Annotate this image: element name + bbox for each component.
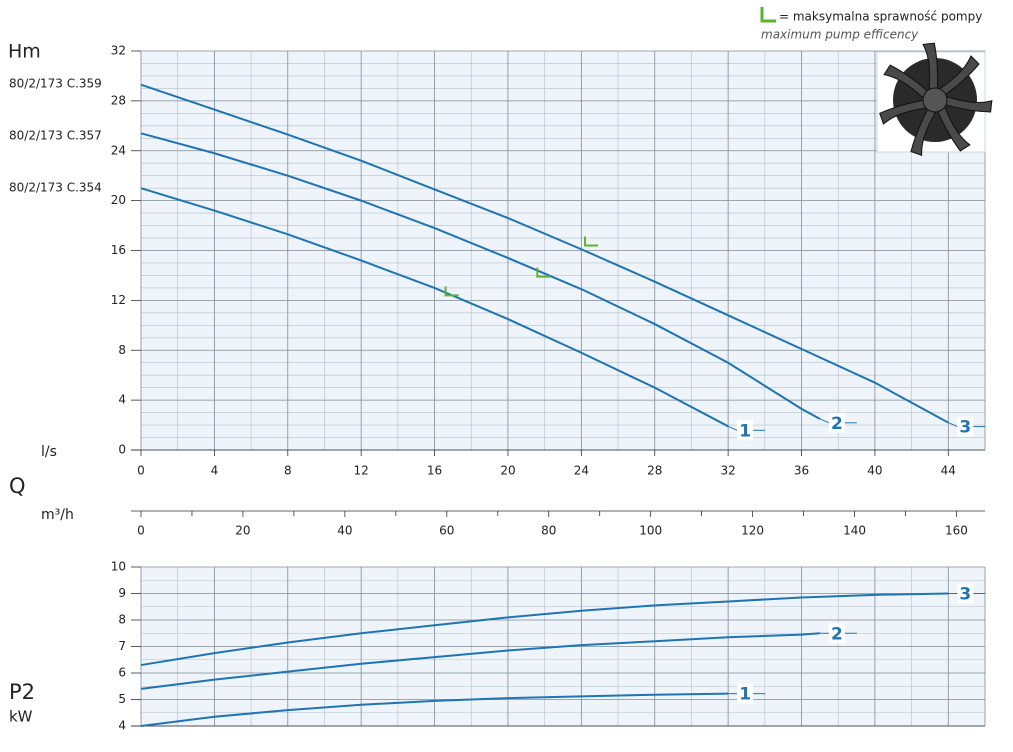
y-tick-label: 4 <box>118 719 126 733</box>
curve-label-bg <box>737 683 754 704</box>
model-label: 80/2/173 C.354 <box>9 181 102 195</box>
y-tick-label: 28 <box>111 93 126 107</box>
curve-label-bg <box>957 416 974 437</box>
max-efficiency-marker <box>536 267 551 278</box>
legend-sublabel: maximum pump efficency <box>761 28 919 42</box>
x-tick-label: 24 <box>574 464 589 478</box>
x-tick-label: 4 <box>211 464 219 478</box>
y-tick-label: 12 <box>111 293 126 307</box>
curve-label: 1 <box>739 685 751 705</box>
y-axis-unit: kW <box>9 708 33 726</box>
y-tick-label: 9 <box>118 586 126 600</box>
impeller-image <box>876 42 993 156</box>
x-axis-label: l/s <box>41 444 57 460</box>
y-tick-label: 24 <box>111 143 126 157</box>
max-efficiency-marker <box>584 236 599 247</box>
curve-label-bg <box>737 420 754 441</box>
x-tick-label: 12 <box>354 464 369 478</box>
y-tick-label: 7 <box>118 639 126 653</box>
curve <box>140 132 821 420</box>
curve-label: 1 <box>739 421 751 441</box>
model-label: 80/2/173 C.357 <box>9 129 102 143</box>
impeller-blade <box>910 103 940 156</box>
y-tick-label: 20 <box>111 193 126 207</box>
curve <box>140 592 949 667</box>
y-tick-label: 10 <box>111 560 126 574</box>
impeller-hub <box>922 87 948 113</box>
curve-label-bg <box>828 412 845 433</box>
x-tick-label: 40 <box>867 464 882 478</box>
impeller-blade <box>922 42 939 96</box>
x2-tick-label: 160 <box>945 524 968 538</box>
x-tick-label: 32 <box>720 464 735 478</box>
y-tick-label: 4 <box>118 393 126 407</box>
curve <box>140 692 729 727</box>
max-efficiency-marker <box>444 286 459 297</box>
y-axis-label: P2 <box>9 680 35 704</box>
impeller-blade <box>934 55 980 99</box>
x-tick-label: 28 <box>647 464 662 478</box>
curve-label: 2 <box>831 414 843 434</box>
x2-tick-label: 120 <box>741 524 764 538</box>
y-tick-label: 6 <box>118 666 126 680</box>
curve <box>140 83 949 424</box>
x2-tick-label: 140 <box>843 524 866 538</box>
x-tick-label: 20 <box>500 464 515 478</box>
x-axis-title: Q <box>9 474 26 498</box>
x2-tick-label: 100 <box>639 524 662 538</box>
y-tick-label: 0 <box>118 443 126 457</box>
x2-tick-label: 80 <box>541 524 556 538</box>
curve-label: 3 <box>959 585 971 605</box>
x2-tick-label: 0 <box>137 524 145 538</box>
x-tick-label: 36 <box>794 464 809 478</box>
x-tick-label: 0 <box>137 464 145 478</box>
x2-tick-label: 20 <box>235 524 250 538</box>
x-tick-label: 8 <box>284 464 292 478</box>
x-tick-label: 44 <box>941 464 956 478</box>
curve-label-bg <box>828 623 845 644</box>
legend-label: = maksymalna sprawność pompy <box>779 10 982 24</box>
curve-label-leader <box>948 422 958 428</box>
impeller-blade <box>939 94 993 113</box>
y-tick-label: 32 <box>111 44 126 58</box>
curve-label-bg <box>957 583 974 604</box>
x2-tick-label: 40 <box>337 524 352 538</box>
x2-axis-label: m³/h <box>41 507 74 523</box>
curve-label-leader <box>819 418 830 424</box>
legend-symbol <box>760 7 776 23</box>
impeller-blade <box>883 64 933 103</box>
y-tick-label: 16 <box>111 243 126 257</box>
curve-label: 3 <box>959 418 971 438</box>
x2-tick-label: 60 <box>439 524 454 538</box>
impeller-blade <box>934 101 971 152</box>
curve <box>140 187 729 428</box>
y-axis-label: Hm <box>8 41 41 63</box>
y-tick-label: 8 <box>118 343 126 357</box>
impeller-blade <box>879 98 933 125</box>
curve-label: 2 <box>831 624 843 644</box>
y-tick-label: 8 <box>118 613 126 627</box>
model-label: 80/2/173 C.359 <box>9 77 102 91</box>
curve-label-leader <box>727 425 738 431</box>
curve <box>140 632 820 690</box>
x-tick-label: 16 <box>427 464 442 478</box>
y-tick-label: 5 <box>118 692 126 706</box>
